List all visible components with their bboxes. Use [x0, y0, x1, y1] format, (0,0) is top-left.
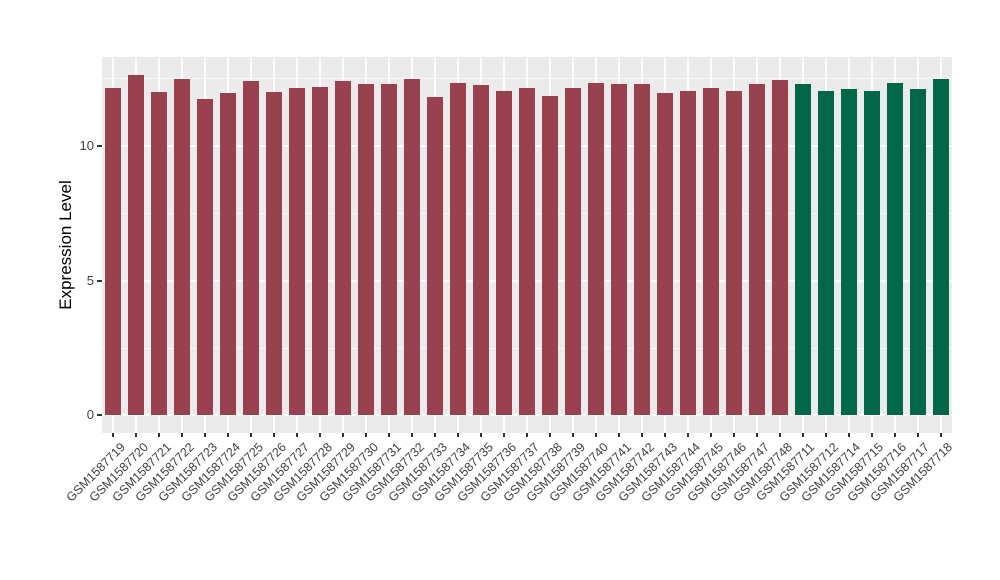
expression-bar — [587, 82, 604, 416]
x-tick — [732, 433, 735, 437]
x-tick — [640, 433, 643, 437]
expression-bar — [748, 83, 765, 416]
x-tick — [939, 433, 942, 437]
x-tick — [824, 433, 827, 437]
expression-bar — [312, 86, 329, 416]
y-tick — [97, 414, 102, 417]
x-tick — [135, 433, 138, 437]
x-tick — [847, 433, 850, 437]
expression-bar — [679, 90, 696, 416]
expression-bar — [817, 90, 834, 416]
y-axis-title: Expression Level — [56, 180, 75, 310]
plot-panel — [102, 57, 952, 433]
expression-bar — [358, 83, 375, 416]
expression-bar — [909, 89, 926, 416]
expression-bar — [128, 74, 145, 416]
x-tick — [663, 433, 666, 437]
x-tick — [709, 433, 712, 437]
expression-bar — [725, 90, 742, 416]
expression-bar — [151, 92, 168, 416]
x-tick — [801, 433, 804, 437]
x-tick — [112, 433, 115, 437]
x-tick — [158, 433, 161, 437]
y-tick — [97, 279, 102, 282]
expression-bar — [610, 83, 627, 416]
x-tick — [204, 433, 207, 437]
x-tick — [273, 433, 276, 437]
expression-bar — [473, 85, 490, 416]
x-tick — [342, 433, 345, 437]
expression-bar — [197, 98, 214, 416]
x-tick — [916, 433, 919, 437]
expression-bar — [633, 83, 650, 416]
x-tick — [388, 433, 391, 437]
x-tick — [411, 433, 414, 437]
expression-bar — [266, 92, 283, 416]
x-tick — [893, 433, 896, 437]
expression-bar — [220, 93, 237, 416]
x-tick — [181, 433, 184, 437]
x-tick — [755, 433, 758, 437]
y-tick-label: 5 — [86, 272, 94, 288]
x-tick — [870, 433, 873, 437]
x-tick — [526, 433, 528, 437]
x-tick — [778, 433, 781, 437]
expression-bar — [863, 90, 880, 416]
expression-bar — [702, 87, 719, 416]
expression-bar — [519, 87, 535, 416]
x-tick — [503, 433, 506, 437]
x-tick — [457, 433, 460, 437]
expression-bar — [381, 83, 398, 416]
expression-bar — [794, 83, 811, 416]
expression-bar — [105, 87, 122, 416]
x-tick — [250, 433, 253, 437]
expression-bar — [289, 87, 306, 416]
expression-bar — [541, 96, 558, 416]
y-tick — [97, 144, 102, 147]
expression-bar — [771, 79, 788, 416]
y-tick-label: 10 — [79, 137, 94, 153]
expression-bar — [450, 82, 467, 416]
expression-bar — [656, 93, 673, 416]
expression-bar — [496, 90, 513, 416]
x-tick — [686, 433, 689, 437]
expression-bar — [335, 81, 352, 416]
expression-bar — [840, 89, 857, 416]
x-tick — [434, 433, 437, 437]
x-tick — [227, 433, 230, 437]
expression-bar — [427, 97, 444, 416]
expression-bar — [404, 78, 421, 416]
x-tick — [296, 433, 299, 437]
x-tick — [480, 433, 483, 437]
y-tick-label: 0 — [86, 407, 94, 423]
x-tick — [617, 433, 620, 437]
expression-bar — [174, 78, 191, 416]
expression-bar — [886, 82, 903, 416]
expression-bar — [564, 87, 581, 416]
x-tick — [594, 433, 597, 437]
expression-bar — [932, 78, 949, 416]
x-tick — [319, 433, 322, 437]
expression-bar — [243, 81, 260, 416]
x-tick — [571, 433, 574, 437]
x-tick — [365, 433, 368, 437]
x-tick — [548, 433, 551, 437]
